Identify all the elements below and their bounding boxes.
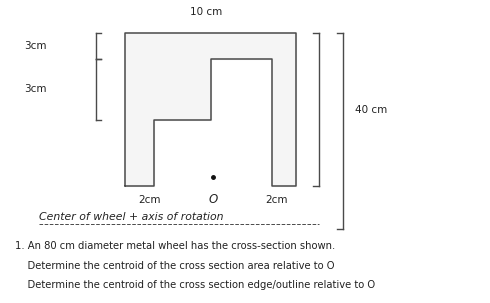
Text: Center of wheel + axis of rotation: Center of wheel + axis of rotation (39, 211, 224, 222)
Text: 10 cm: 10 cm (190, 7, 222, 17)
Text: 2cm: 2cm (266, 195, 288, 205)
Text: 3cm: 3cm (24, 84, 47, 95)
Polygon shape (125, 33, 296, 186)
Text: O: O (209, 194, 218, 206)
Text: 1. An 80 cm diameter metal wheel has the cross-section shown.: 1. An 80 cm diameter metal wheel has the… (15, 241, 335, 251)
Text: 3cm: 3cm (24, 41, 47, 51)
Text: Determine the centroid of the cross section edge/outline relative to O: Determine the centroid of the cross sect… (15, 280, 375, 290)
Text: 2cm: 2cm (138, 195, 161, 205)
Text: Determine the centroid of the cross section area relative to O: Determine the centroid of the cross sect… (15, 261, 334, 271)
Text: 40 cm: 40 cm (355, 105, 388, 115)
